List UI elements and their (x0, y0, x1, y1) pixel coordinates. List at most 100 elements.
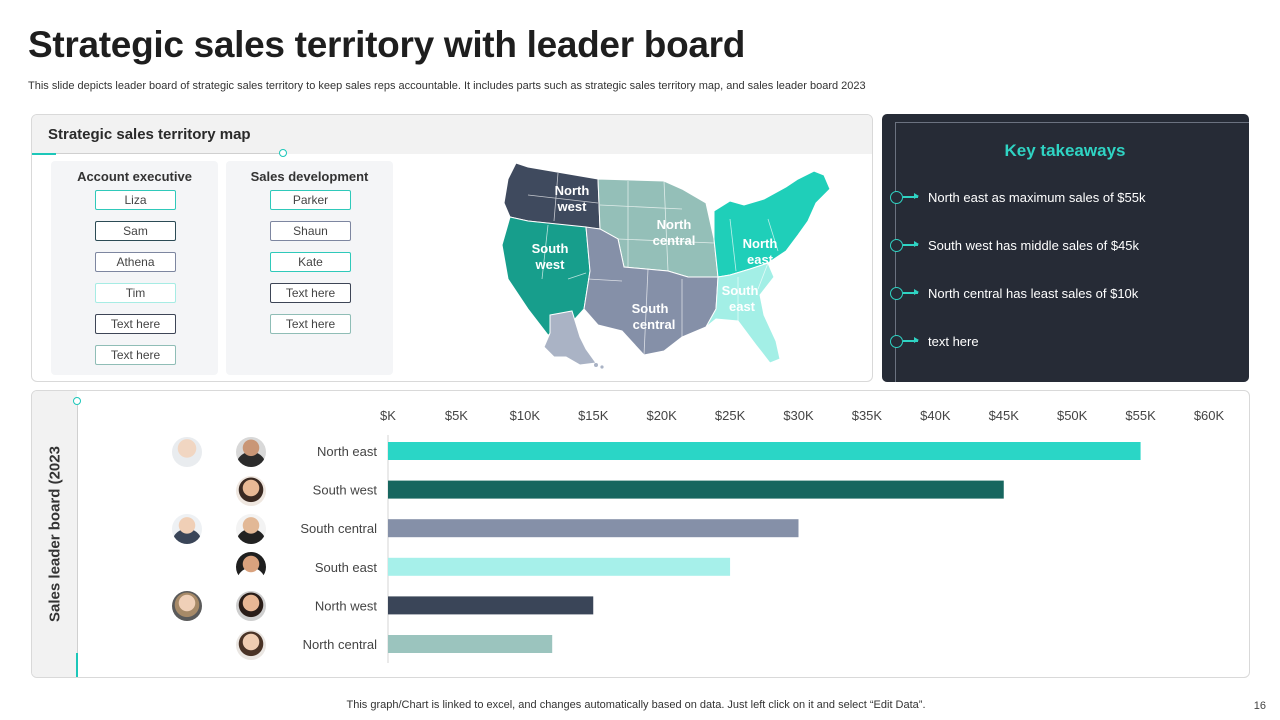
bar[interactable] (388, 442, 1141, 460)
key-takeaways-panel: Key takeaways North east as maximum sale… (882, 114, 1249, 382)
map-header-accent (32, 153, 56, 155)
x-tick-label: $45K (989, 408, 1020, 423)
takeaway-item: South west has middle sales of $45k (890, 235, 1139, 255)
leader-board-panel: Sales leader board (2023 $K $5K $10K $15K $2… (31, 390, 1250, 678)
avatar (172, 437, 202, 467)
avatar (236, 552, 266, 582)
x-tick-label: $20K (646, 408, 677, 423)
state-borders (527, 172, 779, 356)
key-panel-frame-left (895, 122, 896, 382)
avatar (236, 514, 266, 544)
map-header-rule (56, 153, 282, 154)
label-south-west: west (535, 257, 566, 272)
account-executive-name: Text here (95, 314, 176, 334)
key-takeaways-title: Key takeaways (1004, 141, 1126, 160)
takeaway-text: South west has middle sales of $45k (928, 237, 1140, 253)
map-panel-header (32, 115, 872, 154)
avatar (236, 630, 266, 660)
label-south-central: South (632, 301, 669, 316)
bar[interactable] (388, 519, 799, 538)
slide-title: Strategic sales territory with leader bo… (28, 24, 746, 65)
page-number: 16 (1253, 700, 1266, 712)
region-hawaii (594, 363, 598, 367)
leader-board-side-rule (77, 405, 78, 655)
category-label: North east (317, 444, 377, 459)
account-executive-title: Account executive (77, 169, 192, 184)
label-south-east: east (729, 299, 756, 314)
region-alaska (543, 310, 597, 366)
bullet-arrow-icon (903, 338, 919, 343)
account-executive-name: Text here (95, 345, 176, 365)
takeaway-text: North central has least sales of $10k (928, 285, 1139, 301)
map-panel-title: Strategic sales territory map (48, 126, 251, 143)
leader-board-side-header (32, 391, 77, 677)
region-south-east[interactable] (705, 262, 781, 364)
takeaway-item: North central has least sales of $10k (890, 283, 1138, 303)
label-north-central: North (657, 217, 692, 232)
bar[interactable] (388, 480, 1004, 499)
sales-development-name: Text here (270, 283, 351, 303)
takeaway-text: text here (928, 333, 979, 349)
x-tick-label: $5K (445, 408, 468, 423)
sales-development-name: Kate (270, 252, 351, 272)
x-tick-label: $K (380, 408, 396, 423)
x-tick-label: $50K (1057, 408, 1088, 423)
sales-development-title: Sales development (250, 169, 369, 184)
takeaway-item: North east as maximum sales of $55k (890, 187, 1145, 207)
x-tick-label: $35K (852, 408, 883, 423)
sales-development-name: Parker (270, 190, 351, 210)
account-executive-column: Account executive Liza Sam Athena Tim Te… (51, 161, 218, 375)
x-tick-label: $30K (783, 408, 814, 423)
label-south-west: South (532, 241, 569, 256)
avatar (172, 591, 202, 621)
x-tick-label: $60K (1194, 408, 1225, 423)
sales-development-name: Text here (270, 314, 351, 334)
leader-board-chart: $K $5K $10K $15K $20K $25K $30K $35K $40K $45K $50… (300, 408, 1225, 663)
label-south-central: central (633, 317, 676, 332)
account-executive-name: Athena (95, 252, 176, 272)
account-executive-name: Sam (95, 221, 176, 241)
sales-development-column: Sales development Parker Shaun Kate Text… (226, 161, 393, 375)
category-label: North central (303, 637, 378, 652)
x-tick-label: $40K (920, 408, 951, 423)
leader-board-dot (73, 397, 81, 405)
region-labels: North west North central North east Sout… (532, 183, 778, 332)
label-north-central: central (653, 233, 696, 248)
us-territory-map: North west North central North east Sout… (501, 162, 831, 369)
label-north-west: North (555, 183, 590, 198)
key-panel-frame-top (895, 122, 1249, 123)
x-tick-label: $15K (578, 408, 609, 423)
label-north-east: North (743, 236, 778, 251)
category-label: South central (300, 521, 377, 536)
leader-board-side-accent (76, 653, 78, 677)
x-tick-label: $25K (715, 408, 746, 423)
bullet-arrow-icon (903, 242, 919, 247)
account-executive-name: Tim (95, 283, 176, 303)
avatar (236, 476, 266, 506)
bar[interactable] (388, 557, 731, 576)
bullet-arrow-icon (903, 194, 919, 199)
slide-subtitle: This slide depicts leader board of strat… (28, 80, 866, 92)
bullet-circle-icon (890, 238, 903, 252)
footer-note: This graph/Chart is linked to excel, and… (346, 699, 926, 711)
sales-development-name: Shaun (270, 221, 351, 241)
territory-map-panel: Strategic sales territory map Account ex… (31, 114, 873, 382)
takeaway-text: North east as maximum sales of $55k (928, 189, 1146, 205)
category-label: South west (313, 483, 378, 498)
label-south-east: South (722, 283, 759, 298)
label-north-east: east (747, 252, 774, 267)
bullet-arrow-icon (903, 290, 919, 295)
bar[interactable] (388, 596, 594, 615)
bar[interactable] (388, 635, 553, 653)
bullet-circle-icon (890, 190, 903, 204)
x-tick-label: $55K (1125, 408, 1156, 423)
x-tick-label: $10K (510, 408, 541, 423)
avatar (236, 591, 266, 621)
account-executive-name: Liza (95, 190, 176, 210)
avatar (236, 437, 266, 467)
map-header-dot (279, 149, 287, 157)
avatar (172, 514, 202, 544)
category-label: South east (315, 560, 378, 575)
bullet-circle-icon (890, 286, 903, 300)
bullet-circle-icon (890, 334, 903, 348)
